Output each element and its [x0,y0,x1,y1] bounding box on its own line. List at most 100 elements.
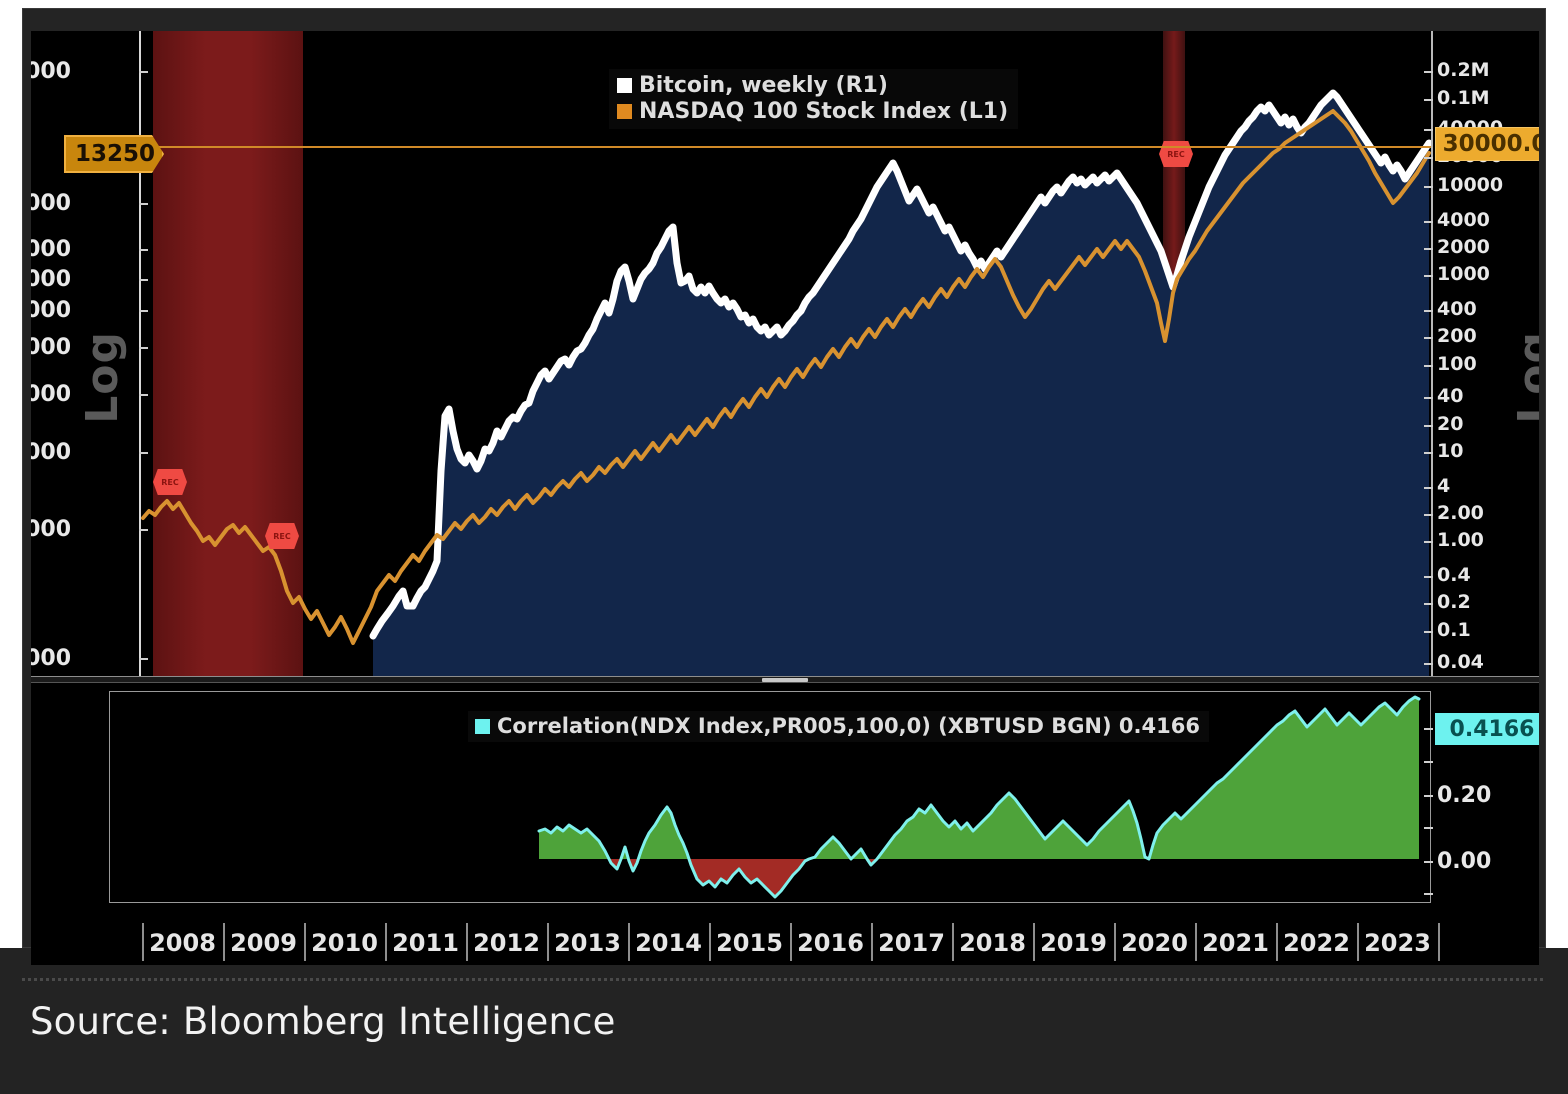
price-series-svg [141,89,1431,676]
correlation-positive-fill [539,697,1419,859]
right-axis-label: 2000 [1437,236,1490,258]
left-price-badge[interactable]: 13250 [64,135,164,173]
correlation-axis-label: 0.20 [1437,783,1492,808]
chart-canvas[interactable]: REC REC REC Log Log 20000 10000 [31,31,1539,965]
recession-flag-2008: REC [153,469,187,495]
right-axis-label: 0.4 [1437,564,1471,586]
right-axis-label: 4000 [1437,209,1490,231]
x-axis-separator [952,923,954,961]
correlation-panel[interactable]: 0.20 0.00 0.4166 Correlation(NDX Index,P… [31,683,1539,911]
correlation-axis-tick [1424,861,1433,863]
recession-flag-2009: REC [265,523,299,549]
right-axis-tick [1424,576,1433,578]
left-axis-label: 10000 [31,191,71,216]
left-axis-label: 4000 [31,382,71,407]
right-axis-label: 10000 [1437,174,1504,196]
x-axis-separator [304,923,306,961]
x-axis-year-label: 2015 [716,929,783,957]
left-axis-tick [139,347,148,349]
left-axis-label: 5000 [31,335,71,360]
left-axis-log-watermark: Log [77,331,128,424]
main-chart-legend[interactable]: Bitcoin, weekly (R1) NASDAQ 100 Stock In… [609,69,1019,130]
recession-flag-label: REC [273,531,291,541]
right-axis-label: 200 [1437,325,1477,347]
left-axis-label: 8000 [31,237,71,262]
right-axis-tick [1424,603,1433,605]
x-axis-year-label: 2013 [554,929,621,957]
source-attribution: Source: Bloomberg Intelligence [30,1000,616,1043]
bitcoin-line [369,89,1431,640]
right-axis-tick [1424,663,1433,665]
x-axis-year-label: 2020 [1121,929,1188,957]
left-axis-label: 20000 [31,59,71,84]
left-axis-tick [139,529,148,531]
legend-label-nasdaq: NASDAQ 100 Stock Index (L1) [639,98,1009,124]
right-axis-tick [1424,186,1433,188]
bitcoin-legend-swatch-icon [617,78,632,94]
recession-flag-2020: REC [1159,141,1193,167]
recession-flag-label: REC [161,477,179,487]
correlation-plot-area[interactable] [109,683,1431,911]
correlation-axis-tick [1424,761,1433,763]
right-axis-label: 1000 [1437,263,1490,285]
right-axis-tick [1424,248,1433,250]
right-axis-tick [1424,310,1433,312]
x-axis: 2008 2009 2010 2011 2012 2013 2014 2015 … [31,919,1539,965]
right-axis-label: 0.1M [1437,87,1490,109]
x-axis-separator [1114,923,1116,961]
right-axis-label: 4 [1437,475,1451,497]
correlation-axis-label: 0.00 [1437,849,1492,874]
left-axis-tick [139,310,148,312]
right-axis-label: 2.00 [1437,502,1484,524]
x-axis-separator [1438,923,1440,961]
recession-flag-label: REC [1167,149,1185,159]
x-axis-year-label: 2021 [1202,929,1269,957]
left-axis-tick [139,279,148,281]
right-axis-tick [1424,514,1433,516]
x-axis-separator [1195,923,1197,961]
left-axis-tick [139,203,148,205]
panel-splitter[interactable] [31,676,1539,683]
right-price-badge[interactable]: 30000.00 [1435,127,1539,161]
main-price-panel[interactable]: REC REC REC Log Log 20000 10000 [31,31,1539,676]
left-axis-label: 2000 [31,517,71,542]
right-axis-label: 100 [1437,353,1477,375]
legend-item-nasdaq[interactable]: NASDAQ 100 Stock Index (L1) [617,99,1008,125]
x-axis-separator [1357,923,1359,961]
x-axis-separator [223,923,225,961]
left-axis-tick [139,658,148,660]
right-axis-label: 40 [1437,385,1464,407]
legend-item-bitcoin[interactable]: Bitcoin, weekly (R1) [617,73,1008,99]
footer-divider [22,978,1546,981]
left-price-axis[interactable] [139,31,141,676]
right-axis-tick [1424,541,1433,543]
left-axis-label: 1000 [31,646,71,671]
right-axis-tick [1424,337,1433,339]
right-axis-tick [1424,221,1433,223]
x-axis-year-label: 2017 [878,929,945,957]
right-price-axis[interactable] [1431,31,1433,676]
right-axis-label: 0.2M [1437,59,1490,81]
x-axis-separator [1033,923,1035,961]
right-axis-label: 10 [1437,440,1464,462]
main-plot-area[interactable]: REC REC REC [141,31,1431,676]
nasdaq-legend-swatch-icon [617,103,632,119]
right-axis-tick [1424,129,1433,131]
panel-splitter-handle[interactable] [762,678,808,682]
left-axis-label: 6000 [31,298,71,323]
legend-item-correlation[interactable]: Correlation(NDX Index,PR005,100,0) (XBTU… [475,714,1200,738]
correlation-legend-swatch-icon [475,718,490,734]
x-axis-year-label: 2023 [1364,929,1431,957]
right-axis-tick [1424,365,1433,367]
footer-background [0,948,1568,1094]
x-axis-separator [1276,923,1278,961]
x-axis-year-label: 2008 [149,929,216,957]
right-axis-log-watermark: Log [1509,331,1539,424]
correlation-value-badge[interactable]: 0.4166 [1435,713,1539,745]
left-axis-label: 3000 [31,440,71,465]
x-axis-separator [790,923,792,961]
correlation-axis-tick [1424,827,1433,829]
x-axis-year-label: 2014 [635,929,702,957]
correlation-negative-fill [539,859,1419,897]
correlation-legend[interactable]: Correlation(NDX Index,PR005,100,0) (XBTU… [468,711,1209,743]
